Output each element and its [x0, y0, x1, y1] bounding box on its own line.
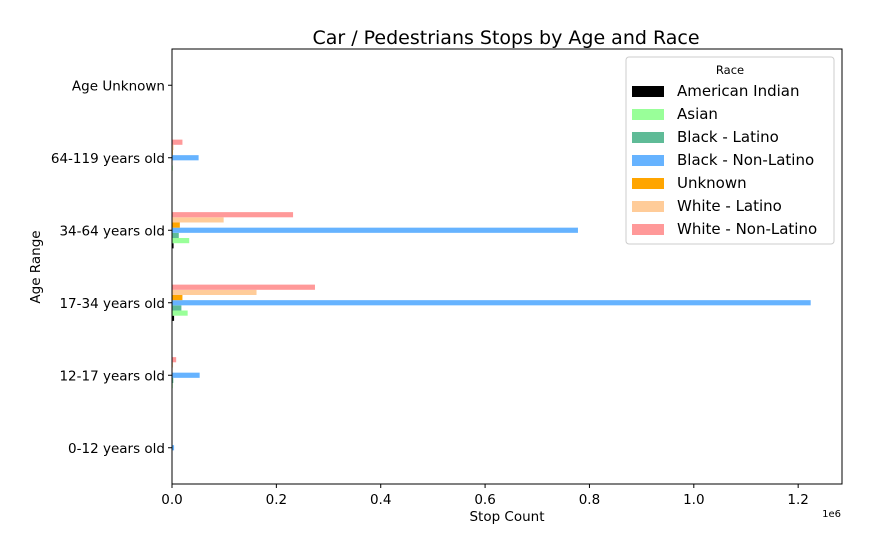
- legend-swatch: [632, 86, 664, 97]
- legend-swatch: [632, 201, 664, 212]
- bar: [172, 227, 578, 233]
- x-tick-label: 0.2: [266, 492, 287, 508]
- plot-frame: [171, 48, 843, 485]
- legend-swatch: [632, 155, 664, 166]
- y-tick-label: 12-17 years old: [59, 368, 165, 384]
- y-tick-label: Age Unknown: [72, 78, 165, 94]
- legend-label: American Indian: [677, 82, 799, 100]
- x-tick-label: 0.0: [161, 492, 182, 508]
- bar: [172, 377, 174, 384]
- bar: [172, 305, 182, 311]
- x-tick-label: 0.8: [579, 492, 600, 508]
- bar: [172, 315, 175, 321]
- bar: [172, 139, 183, 145]
- bars-layer: [172, 82, 811, 466]
- bar: [172, 243, 174, 249]
- bar: [172, 357, 177, 363]
- x-tick-label: 1.2: [787, 492, 808, 508]
- legend-swatch: [632, 109, 664, 120]
- x-axis: 0.0 0.2 0.4 0.6 0.8 1.0 1.2: [161, 484, 809, 508]
- legend-title: Race: [716, 63, 744, 77]
- bar: [172, 289, 257, 295]
- y-axis-label: Age Range: [28, 230, 44, 303]
- legend-label: Asian: [677, 105, 718, 123]
- y-tick-label: 17-34 years old: [59, 296, 165, 312]
- bar: [172, 362, 174, 368]
- legend-swatch: [632, 224, 664, 235]
- bar: [172, 144, 174, 150]
- y-tick-label: 34-64 years old: [59, 223, 165, 239]
- bar: [172, 372, 200, 378]
- x-axis-offset-label: 1e6: [822, 509, 841, 520]
- bar: [172, 217, 224, 223]
- legend-label: White - Latino: [677, 197, 782, 215]
- y-tick-label: 0-12 years old: [68, 441, 165, 457]
- legend-swatch: [632, 178, 664, 189]
- legend-label: White - Non-Latino: [677, 220, 817, 238]
- legend: Race American Indian Asian Black - Latino B…: [625, 56, 835, 245]
- bar: [172, 300, 811, 306]
- bar: [172, 294, 183, 301]
- bar: [172, 232, 179, 239]
- legend-swatch: [632, 132, 664, 143]
- x-tick-label: 1.0: [683, 492, 704, 508]
- bar: [172, 212, 294, 218]
- y-tick-label: 64-119 years old: [51, 151, 165, 167]
- x-tick-label: 0.4: [370, 492, 391, 508]
- bar: [172, 238, 190, 244]
- bar: [172, 445, 175, 451]
- chart-title: Car / Pedestrians Stops by Age and Race: [312, 27, 699, 49]
- bar: [172, 284, 315, 290]
- legend-label: Black - Latino: [677, 128, 779, 146]
- legend-label: Unknown: [677, 174, 747, 192]
- x-axis-label: Stop Count: [469, 509, 544, 525]
- bar: [172, 222, 180, 228]
- legend-box: [625, 56, 835, 245]
- legend-label: Black - Non-Latino: [677, 151, 814, 169]
- x-tick-label: 0.6: [474, 492, 495, 508]
- y-axis: 0-12 years old 12-17 years old 17-34 years…: [51, 78, 172, 457]
- bar: [172, 155, 199, 161]
- bar: [172, 310, 188, 316]
